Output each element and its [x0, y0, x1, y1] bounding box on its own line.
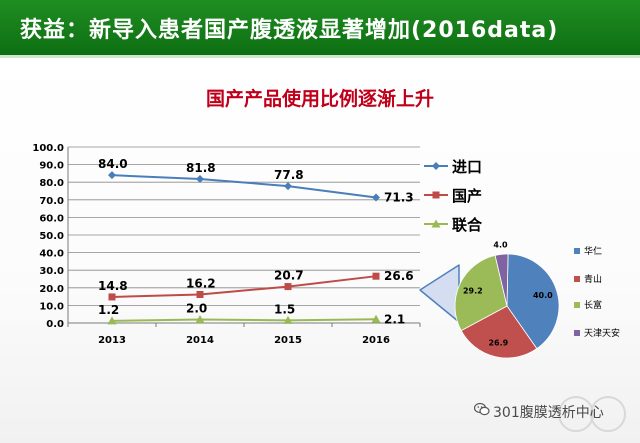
x-tick-label: 2014 [186, 335, 214, 346]
series-line-3 [111, 318, 377, 322]
slide-background [0, 58, 640, 443]
pie-data-label: 4.0 [493, 240, 508, 249]
y-tick-label: 10.0 [39, 301, 64, 312]
series-line-1 [111, 174, 377, 199]
header-title: 获益：新导入患者国产腹透液显著增加(2016data) [20, 18, 559, 43]
callout-wedge [419, 264, 460, 323]
series-point-marker [371, 314, 381, 323]
data-label: 77.8 [274, 168, 304, 182]
y-tick-label: 100.0 [32, 143, 64, 154]
pie-data-label: 40.0 [533, 291, 553, 300]
y-tick-label: 40.0 [39, 249, 64, 260]
x-tick-label: 2013 [98, 335, 126, 346]
series-point-marker [284, 182, 292, 191]
pie-legend-label: 华仁 [584, 245, 602, 257]
data-label: 14.8 [98, 279, 128, 293]
legend-label: 联合 [452, 216, 483, 234]
data-label: 2.1 [384, 312, 405, 326]
pie-legend-label: 天津天安 [584, 327, 620, 339]
x-tick-label: 2015 [274, 335, 302, 346]
pie-legend-swatch [574, 302, 580, 308]
series-line-2 [111, 275, 377, 298]
data-label: 1.2 [98, 303, 119, 317]
data-label: 20.7 [274, 269, 304, 283]
wechat-icon [474, 402, 490, 416]
series-point-marker [108, 293, 116, 301]
data-label: 71.3 [384, 191, 414, 205]
series-point-marker [431, 219, 441, 228]
series-point-marker [196, 175, 204, 184]
data-label: 2.0 [186, 301, 207, 315]
y-tick-label: 80.0 [39, 178, 64, 189]
data-label: 16.2 [186, 276, 216, 290]
header-banner: 获益：新导入患者国产腹透液显著增加(2016data) [0, 0, 640, 58]
pie-legend-label: 青山 [584, 273, 602, 285]
pie-slice [506, 253, 560, 350]
chart-title: 国产产品使用比例逐渐上升 [205, 88, 434, 110]
y-tick-label: 20.0 [39, 284, 64, 295]
pie-legend-swatch [574, 330, 580, 336]
data-label: 26.6 [384, 269, 414, 283]
y-tick-label: 90.0 [39, 161, 64, 172]
pie-data-label: 29.2 [463, 287, 483, 296]
y-tick-label: 60.0 [39, 213, 64, 224]
pie-data-label: 26.9 [488, 338, 508, 347]
x-tick-label: 2016 [362, 335, 390, 346]
series-point-marker [283, 315, 293, 324]
pie-slice [494, 253, 509, 307]
legend-label: 国产 [452, 187, 482, 205]
pie-slice [454, 254, 508, 332]
series-point-marker [372, 193, 380, 202]
series-point-marker [432, 162, 440, 170]
y-tick-label: 50.0 [39, 231, 64, 242]
legend-label: 进口 [452, 158, 482, 176]
pie-legend-swatch [574, 248, 580, 254]
series-point-marker [107, 316, 117, 325]
series-point-marker [432, 191, 440, 199]
y-tick-label: 70.0 [39, 196, 64, 207]
series-point-marker [108, 171, 116, 180]
series-point-marker [284, 283, 292, 291]
watermark-text: 301腹膜透析中心 [493, 405, 604, 421]
pie-legend-swatch [574, 276, 580, 282]
series-point-marker [372, 272, 380, 280]
y-tick-label: 0.0 [46, 319, 64, 330]
pie-legend-label: 长富 [584, 299, 602, 311]
series-point-marker [195, 314, 205, 323]
watermark-logo [490, 392, 640, 437]
data-label: 81.8 [186, 161, 216, 175]
y-tick-label: 30.0 [39, 266, 64, 277]
pie-slice [460, 305, 538, 359]
data-label: 84.0 [98, 157, 128, 171]
series-point-marker [196, 290, 204, 298]
data-label: 1.5 [274, 302, 295, 316]
